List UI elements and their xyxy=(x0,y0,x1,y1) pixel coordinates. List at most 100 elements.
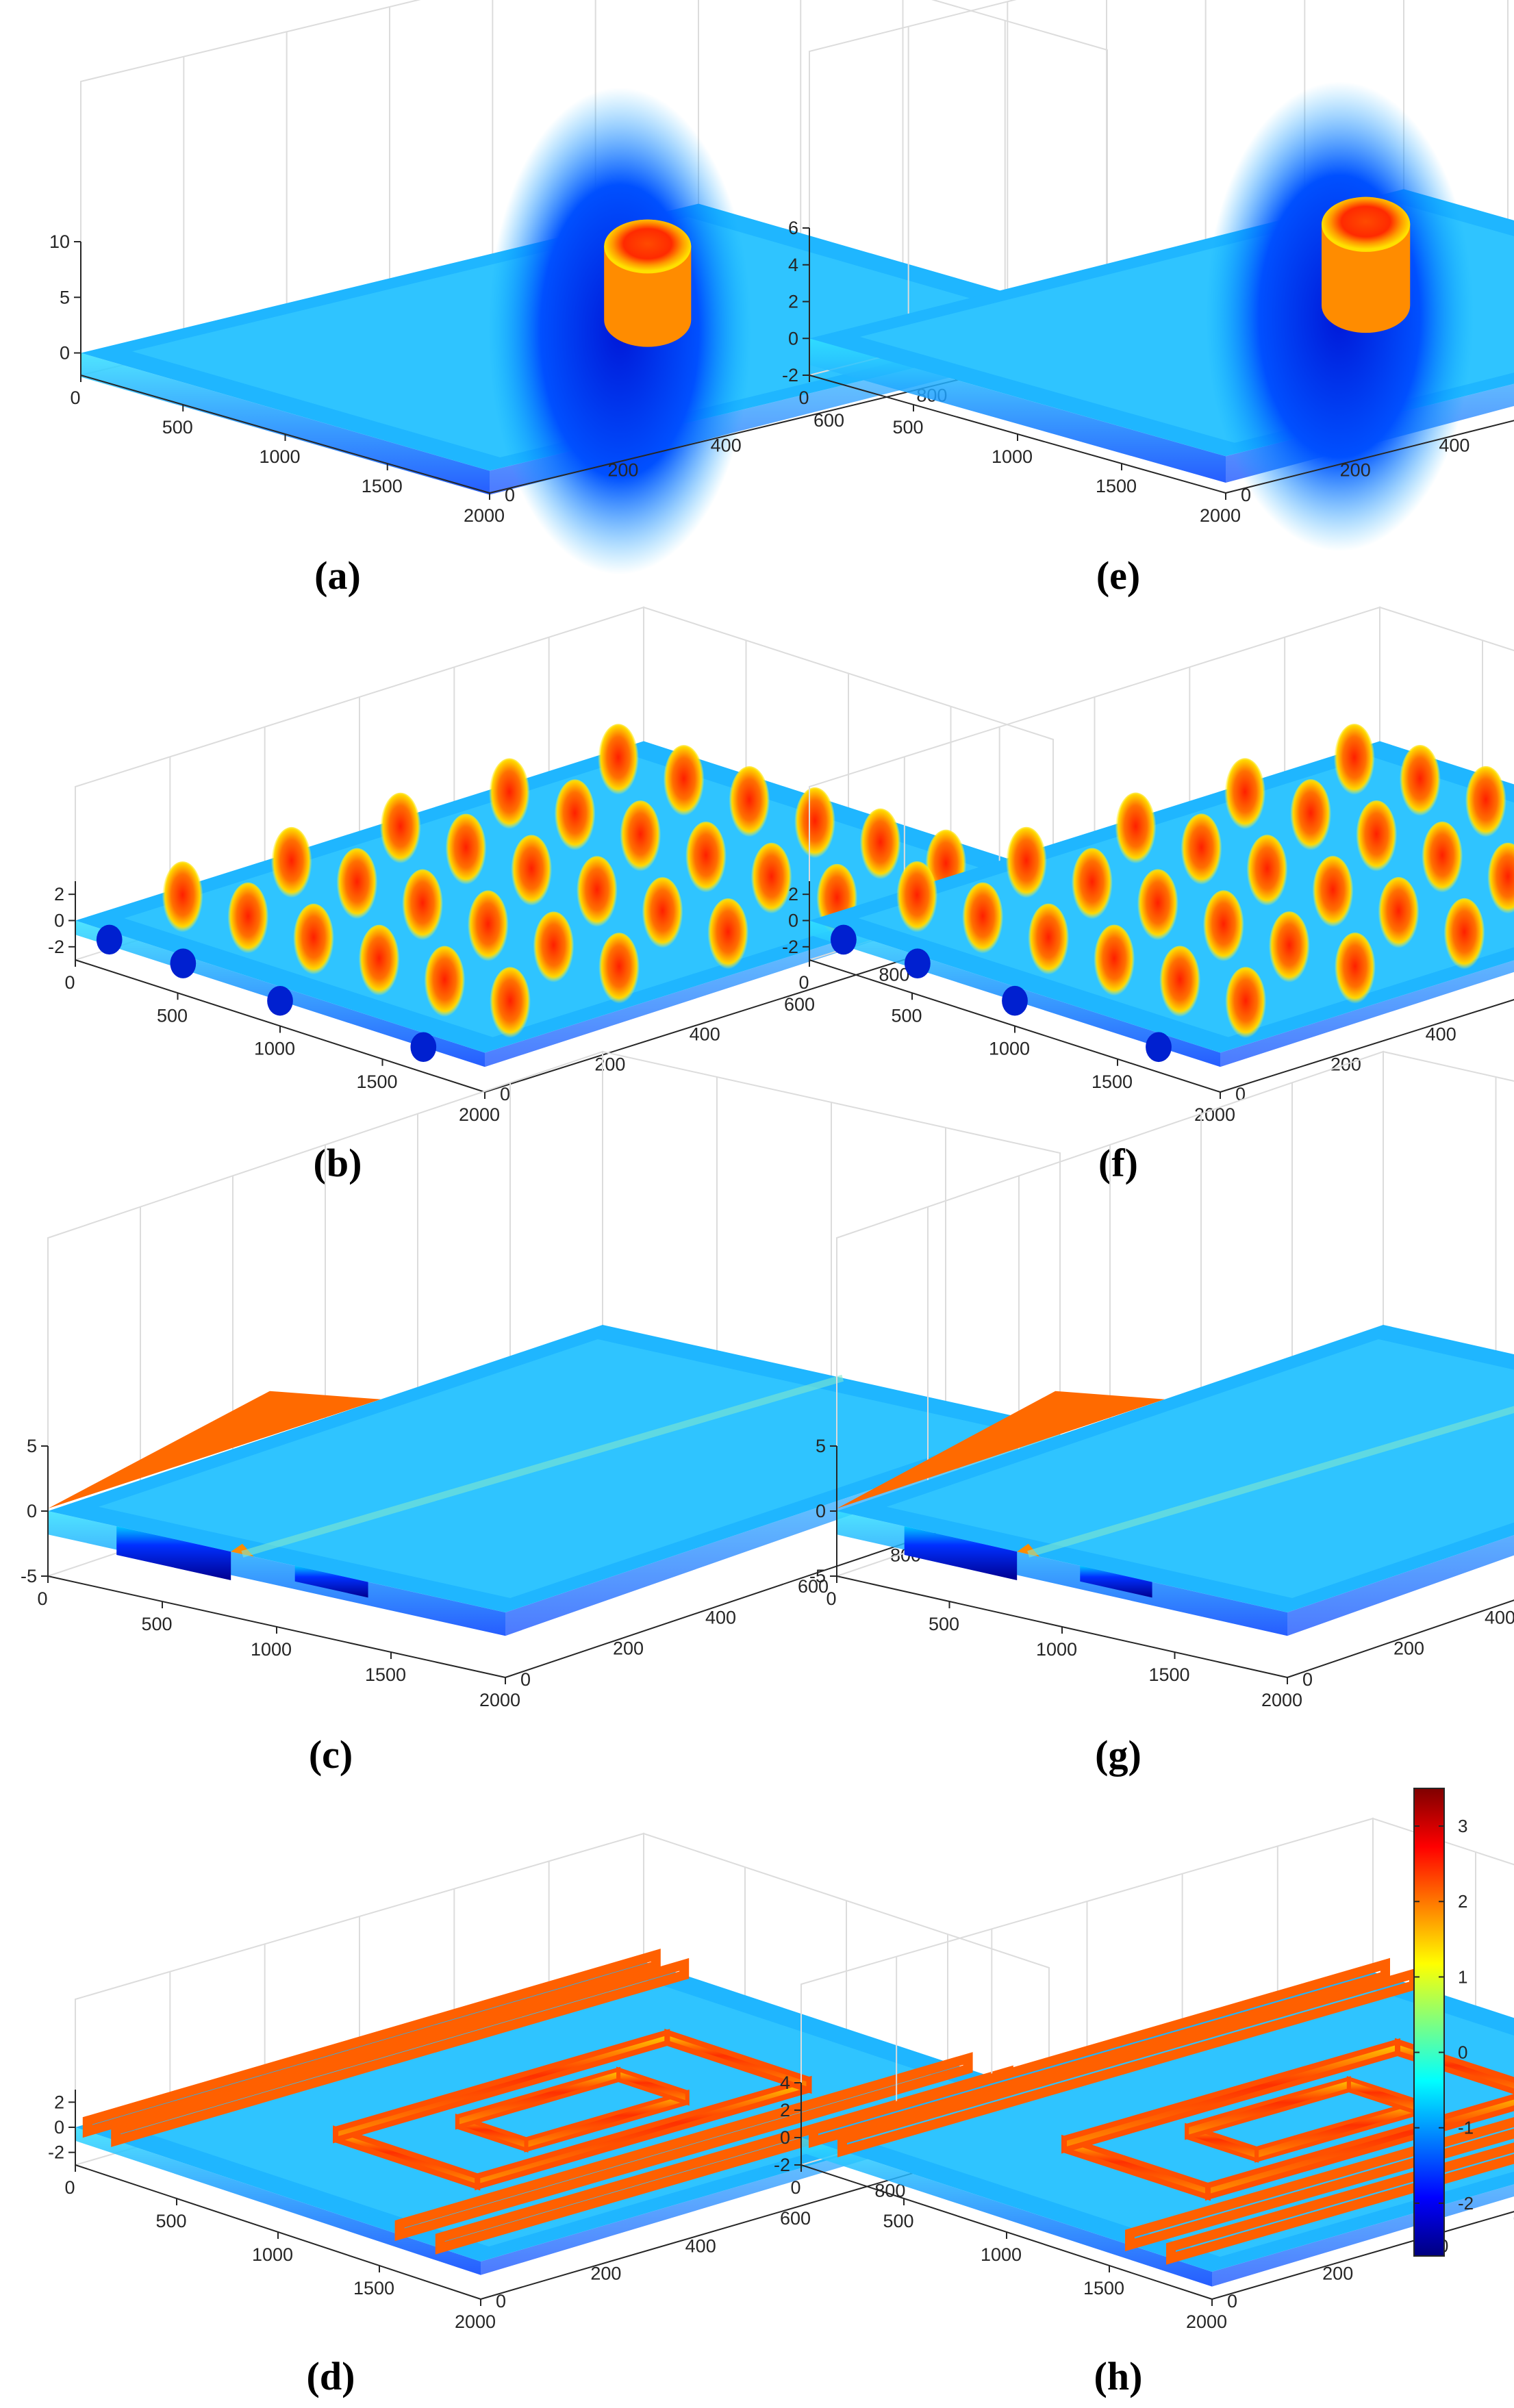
z-tick-label: 2 xyxy=(788,292,798,312)
bump xyxy=(336,848,378,923)
dip xyxy=(267,985,293,1016)
bump xyxy=(1268,911,1310,987)
bump xyxy=(1071,848,1113,923)
x-tick-label: 1500 xyxy=(365,1664,406,1685)
bump xyxy=(794,787,835,862)
ridge-line xyxy=(1166,2142,1514,2265)
x-tick-label: 2000 xyxy=(1200,505,1241,526)
surface xyxy=(81,87,1107,575)
bump xyxy=(1225,967,1267,1042)
x-tick-label: 1500 xyxy=(1083,2278,1124,2298)
z-tick-label: 2 xyxy=(54,2092,64,2112)
ridge xyxy=(455,2066,621,2130)
bump xyxy=(642,877,683,952)
x-tick-label: 1000 xyxy=(259,446,300,467)
z-tick-label: 2 xyxy=(780,2100,790,2120)
bump xyxy=(270,826,312,902)
ridge-line xyxy=(1125,2117,1514,2252)
y-tick-label: 600 xyxy=(813,410,844,431)
trench xyxy=(1080,1565,1152,1598)
bump xyxy=(1159,946,1201,1021)
bump xyxy=(489,758,530,833)
colorbar: 3 2 1 0 -1 -2 xyxy=(1413,1788,1474,2257)
bump xyxy=(490,967,531,1042)
bump xyxy=(1333,724,1375,799)
y-tick-label: 0 xyxy=(520,1669,531,1690)
x-tick-label: 1500 xyxy=(356,1072,397,1092)
colorbar-tick-label: -1 xyxy=(1458,2118,1474,2138)
dip xyxy=(1146,1032,1172,1063)
x-tick-label: 500 xyxy=(892,417,923,438)
panel-c: 0500100015002000020040060080010001200-50… xyxy=(21,1050,1116,1777)
axes xyxy=(803,881,1514,1099)
x-tick-label: 500 xyxy=(929,1614,959,1634)
panel-a: 0500100015002000020040060080010001200051… xyxy=(49,0,1163,598)
panel-label: (g) xyxy=(1095,1732,1141,1777)
dip xyxy=(170,948,197,978)
colorbar-tick-label: 3 xyxy=(1458,1816,1467,1836)
bump xyxy=(620,800,661,876)
colorbar-tick-label: 1 xyxy=(1458,1966,1467,1987)
bump xyxy=(1246,835,1288,910)
z-tick-label: -2 xyxy=(48,2142,64,2163)
y-tick-label: 600 xyxy=(780,2208,811,2229)
z-tick-label: 5 xyxy=(27,1436,37,1456)
ridge xyxy=(1185,2076,1351,2140)
x-tick-label: 1000 xyxy=(254,1039,295,1059)
y-tick-label: 600 xyxy=(784,994,815,1015)
edge-ridge xyxy=(837,1391,1165,1509)
y-tick-label: 0 xyxy=(500,1084,510,1104)
z-tick-label: 0 xyxy=(54,911,64,931)
x-tick-label: 500 xyxy=(883,2211,913,2231)
z-tick-label: 0 xyxy=(27,1501,37,1521)
bump xyxy=(402,869,443,944)
panel-label: (c) xyxy=(309,1732,353,1777)
x-tick-label: 1000 xyxy=(992,446,1033,467)
y-tick-label: 200 xyxy=(1393,1638,1424,1659)
bump xyxy=(1290,779,1332,854)
x-tick-label: 1000 xyxy=(251,1639,292,1660)
mesa-top xyxy=(604,219,692,274)
bump xyxy=(598,933,640,1008)
bump xyxy=(1028,903,1070,978)
z-tick-label: 0 xyxy=(60,343,70,364)
bump xyxy=(1094,924,1135,1000)
z-tick-label: 2 xyxy=(788,884,798,904)
x-tick-label: 0 xyxy=(826,1588,836,1609)
y-tick-label: 400 xyxy=(705,1607,736,1627)
seam xyxy=(241,1374,844,1558)
panel-label: (e) xyxy=(1096,553,1140,598)
z-tick-label: 0 xyxy=(816,1501,826,1521)
bump xyxy=(467,890,509,965)
panel-label: (a) xyxy=(314,553,361,598)
colorbar-tick-label: 2 xyxy=(1458,1891,1467,1912)
bump xyxy=(859,808,901,883)
x-tick-label: 0 xyxy=(70,388,80,408)
axes xyxy=(830,1445,1514,1684)
z-tick-label: 10 xyxy=(49,231,70,252)
x-tick-label: 1000 xyxy=(989,1039,1030,1059)
bump xyxy=(896,861,938,937)
x-tick-label: 2000 xyxy=(455,2311,496,2332)
z-tick-label: 4 xyxy=(780,2073,790,2093)
axes xyxy=(794,2082,1514,2306)
surface xyxy=(48,1325,1060,1636)
colorbar-tick-label: -2 xyxy=(1458,2193,1474,2214)
bump xyxy=(227,883,269,957)
y-tick-label: 400 xyxy=(685,2235,716,2256)
bump xyxy=(554,779,596,854)
bump xyxy=(1356,800,1398,876)
bump xyxy=(750,843,792,917)
x-tick-label: 2000 xyxy=(479,1690,520,1710)
y-tick-label: 800 xyxy=(879,964,909,985)
y-tick-label: 400 xyxy=(711,435,742,455)
z-tick-label: -2 xyxy=(782,937,798,957)
z-tick-label: -2 xyxy=(48,937,64,957)
z-tick-label: -2 xyxy=(774,2155,790,2175)
axes xyxy=(803,227,1514,500)
dip xyxy=(904,948,931,978)
x-tick-label: 2000 xyxy=(464,505,505,526)
bump xyxy=(1399,744,1441,820)
x-tick-label: 2000 xyxy=(1261,1690,1302,1710)
y-tick-label: 400 xyxy=(1426,1024,1456,1045)
